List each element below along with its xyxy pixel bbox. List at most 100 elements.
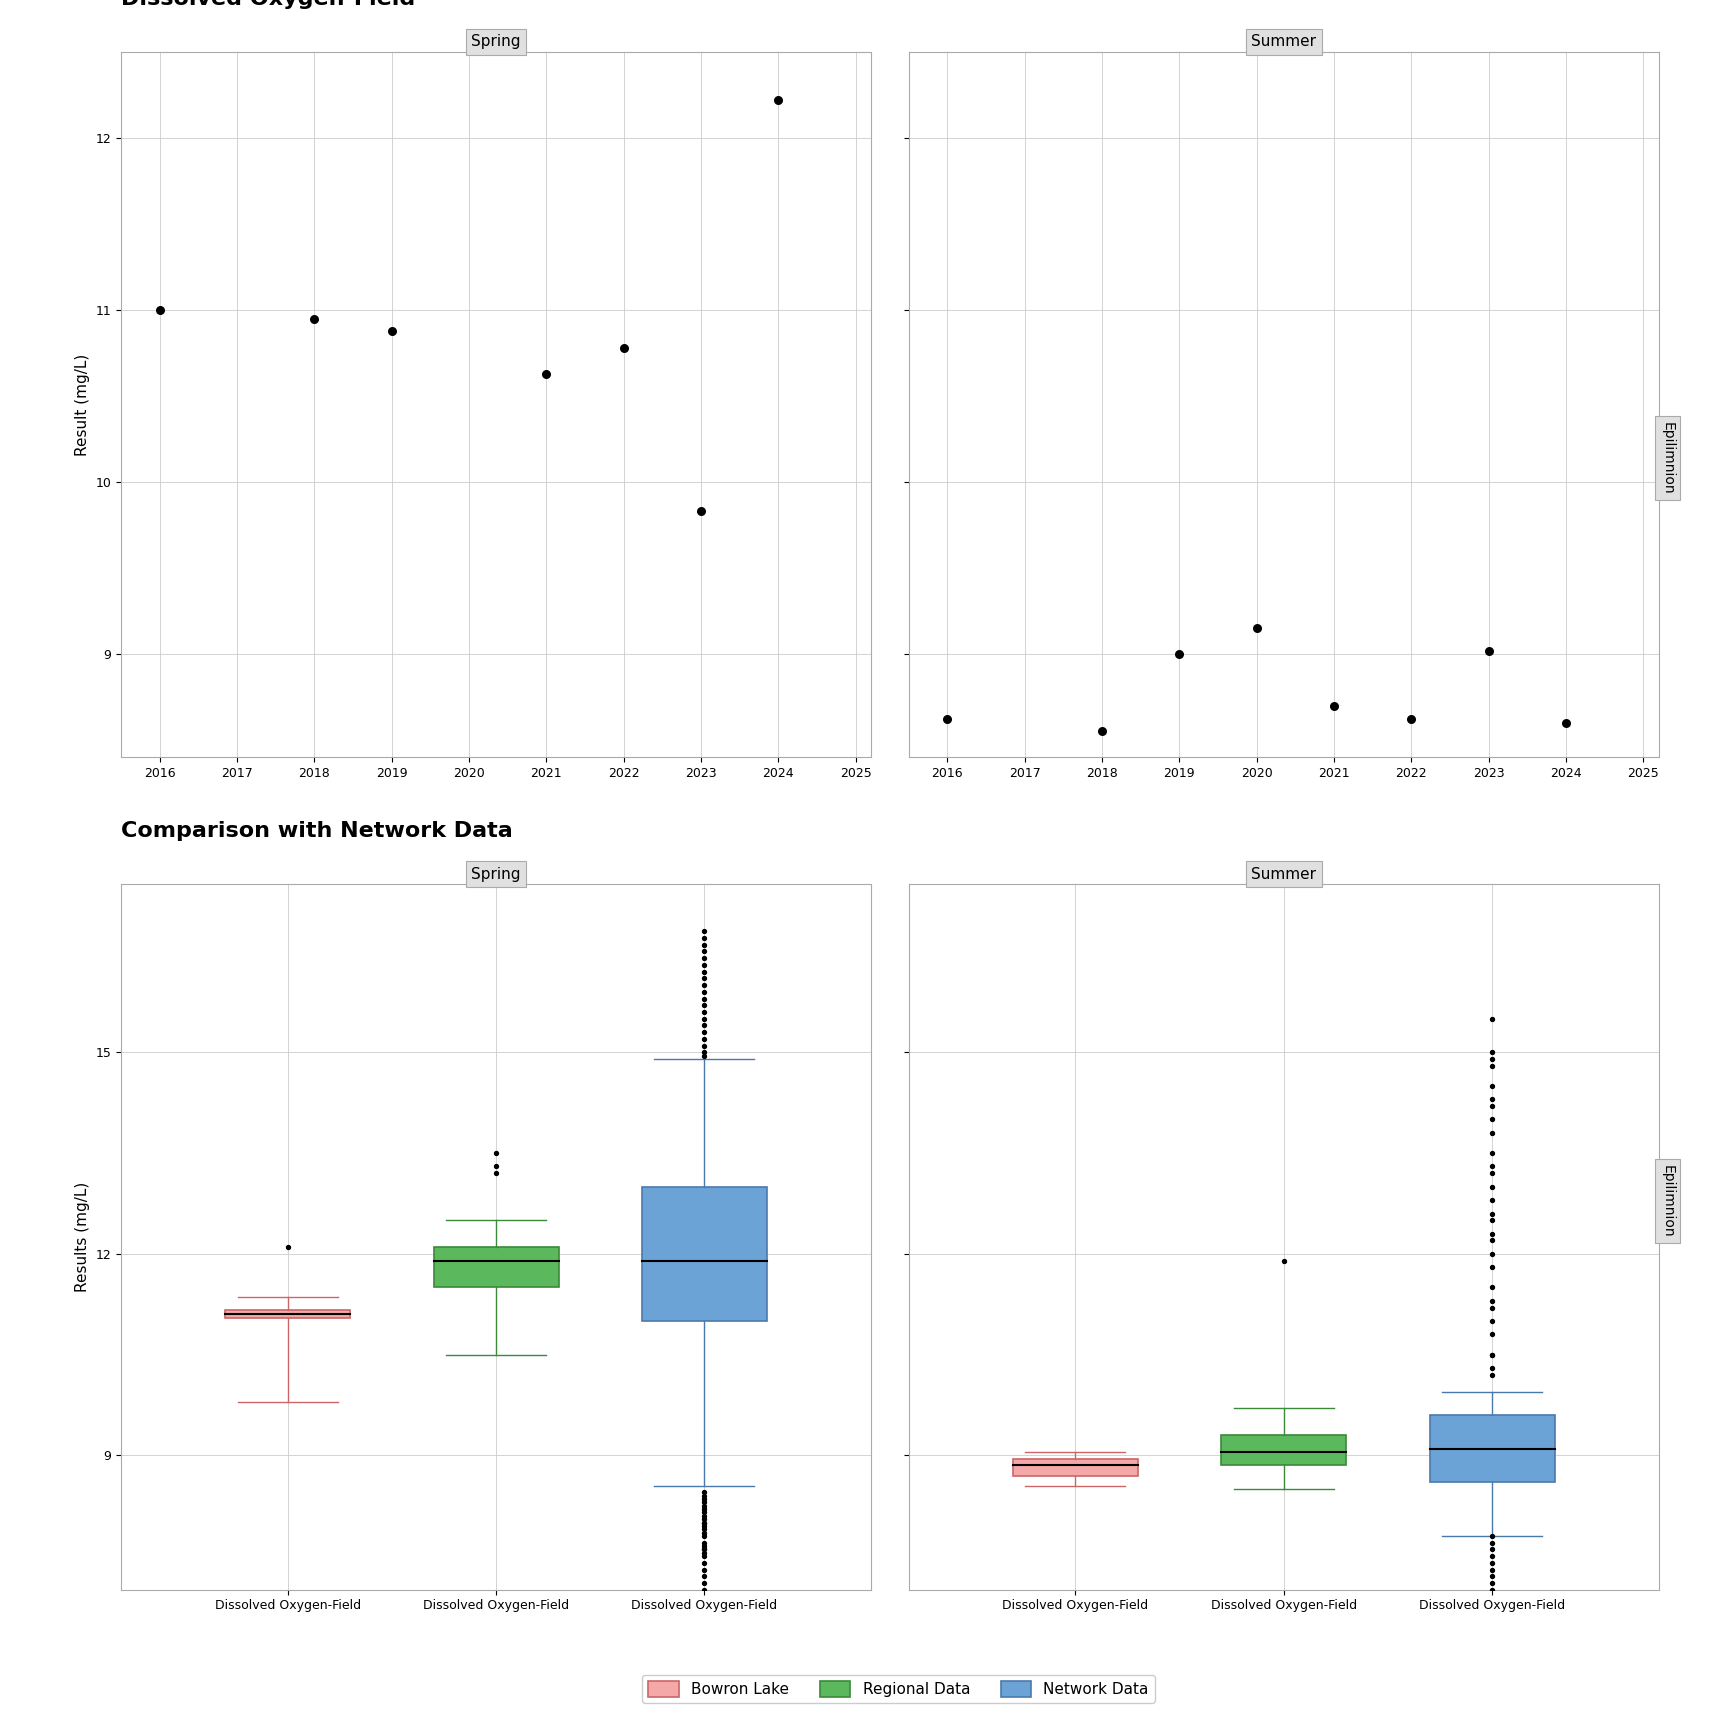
Point: [1479, 1583, 1507, 1610]
Point: [691, 1536, 719, 1564]
Point: [1479, 1287, 1507, 1315]
Title: Spring: Spring: [472, 867, 520, 881]
Bar: [1222, 1436, 1346, 1465]
Point: [1479, 1071, 1507, 1099]
Point: [691, 985, 719, 1013]
Point: [691, 1479, 719, 1507]
Text: Dissolved Oxygen-Field: Dissolved Oxygen-Field: [121, 0, 415, 9]
Point: [610, 334, 638, 361]
Point: [1476, 638, 1503, 665]
Point: [145, 295, 173, 323]
Point: [691, 1502, 719, 1529]
Point: [1479, 1045, 1507, 1073]
Text: Epilimnion: Epilimnion: [1661, 422, 1674, 494]
Point: [691, 1522, 719, 1550]
Point: [1479, 1085, 1507, 1113]
Point: [691, 1540, 719, 1567]
Point: [482, 1153, 510, 1180]
Point: [1479, 1529, 1507, 1557]
Point: [691, 1536, 719, 1564]
Point: [691, 1006, 719, 1033]
Point: [1479, 1220, 1507, 1248]
Point: [1320, 691, 1348, 719]
Point: [1479, 1543, 1507, 1571]
Point: [691, 999, 719, 1026]
Point: [691, 971, 719, 999]
Point: [1479, 1536, 1507, 1564]
Point: [1479, 1569, 1507, 1597]
Point: [691, 1486, 719, 1514]
Point: [1479, 1241, 1507, 1268]
Point: [691, 1512, 719, 1540]
Point: [691, 1491, 719, 1519]
Point: [1089, 717, 1116, 745]
Point: [691, 1543, 719, 1571]
Point: [1479, 1362, 1507, 1389]
Point: [1479, 1206, 1507, 1234]
Point: [691, 1569, 719, 1597]
Point: [1479, 1153, 1507, 1180]
Point: [691, 1025, 719, 1052]
Point: [691, 1498, 719, 1526]
Point: [1398, 705, 1426, 733]
Y-axis label: Result (mg/L): Result (mg/L): [74, 354, 90, 456]
Point: [691, 1042, 719, 1070]
Point: [691, 931, 719, 959]
Bar: [1429, 1415, 1555, 1483]
Point: [1479, 1341, 1507, 1369]
Point: [691, 1562, 719, 1590]
Point: [691, 1533, 719, 1560]
Point: [1479, 1555, 1507, 1583]
Point: [1479, 1227, 1507, 1255]
Point: [1242, 615, 1270, 643]
Point: [691, 1011, 719, 1039]
Point: [691, 992, 719, 1020]
Point: [691, 1529, 719, 1557]
Point: [691, 978, 719, 1006]
Point: [273, 1234, 301, 1261]
Point: [691, 945, 719, 973]
Point: [691, 924, 719, 952]
Point: [1552, 708, 1579, 736]
Point: [691, 1483, 719, 1510]
Point: [1479, 1576, 1507, 1604]
Point: [1166, 641, 1194, 669]
Point: [1479, 1294, 1507, 1322]
Bar: [1013, 1458, 1139, 1476]
Bar: [434, 1248, 558, 1287]
Point: [691, 1519, 719, 1547]
Point: [691, 1576, 719, 1604]
Point: [691, 1018, 719, 1045]
Point: [1479, 1106, 1507, 1134]
Legend: Bowron Lake, Regional Data, Network Data: Bowron Lake, Regional Data, Network Data: [643, 1674, 1154, 1704]
Point: [1479, 1173, 1507, 1201]
Point: [1479, 1274, 1507, 1301]
Point: [691, 938, 719, 966]
Point: [691, 1495, 719, 1522]
Point: [691, 957, 719, 985]
Title: Spring: Spring: [472, 35, 520, 50]
Point: [532, 359, 560, 387]
Point: [1479, 1562, 1507, 1590]
Point: [482, 1159, 510, 1187]
Point: [1479, 1185, 1507, 1213]
Point: [691, 1488, 719, 1515]
Point: [691, 1509, 719, 1536]
Point: [1479, 1199, 1507, 1227]
Point: [378, 316, 406, 344]
Point: [691, 1039, 719, 1066]
Title: Summer: Summer: [1251, 867, 1317, 881]
Point: [691, 1555, 719, 1583]
Point: [1479, 1052, 1507, 1080]
Point: [1479, 1039, 1507, 1066]
Point: [691, 1509, 719, 1536]
Point: [691, 918, 719, 945]
Point: [1479, 1355, 1507, 1382]
Point: [691, 1032, 719, 1059]
Y-axis label: Results (mg/L): Results (mg/L): [74, 1182, 90, 1293]
Point: [691, 950, 719, 978]
Point: [1270, 1246, 1298, 1274]
Point: [301, 304, 328, 332]
Point: [1479, 1548, 1507, 1576]
Point: [691, 1548, 719, 1576]
